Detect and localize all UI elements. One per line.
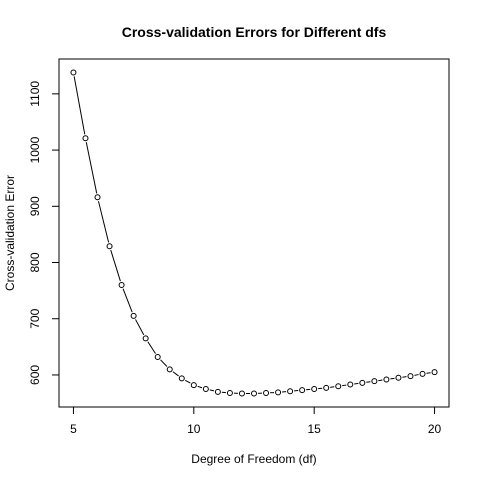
plot-frame [58,58,450,408]
data-point [335,383,342,390]
data-point [275,389,282,396]
x-tick-label: 20 [428,422,442,436]
data-point [251,390,257,397]
data-point [347,381,354,388]
data-point [263,389,270,396]
series-segment [122,288,133,313]
series-segment [378,379,383,382]
data-point [70,69,77,76]
series-segment [342,384,347,387]
data-point [190,382,197,389]
series-segment [73,76,86,135]
data-point [383,376,390,383]
y-axis-label: Cross-validation Error [3,175,17,291]
series-segment [185,379,191,384]
data-point [166,366,173,373]
series-segment [209,389,215,392]
data-point [371,378,378,385]
series-segment [366,381,371,383]
series-segment [97,201,110,243]
data-point [395,374,402,381]
data-point [287,388,294,395]
chart-title: Cross-validation Errors for Different df… [122,24,387,40]
series-segment [414,374,419,376]
data-point [323,384,330,391]
data-point [214,388,221,395]
series-0 [70,69,438,397]
data-point [299,387,306,394]
y-tick-label: 600 [28,365,42,385]
y-tick-label: 1000 [28,136,42,163]
series-segment [110,249,121,282]
data-point [238,390,245,397]
data-point [118,282,125,289]
data-point [94,194,101,201]
series-segment [197,385,203,389]
data-point [82,135,89,142]
series-layer [70,69,438,397]
data-point [130,312,137,319]
y-axis: 600 700 800 900 1000 1100 [28,81,59,385]
data-point [142,335,149,342]
y-tick-label: 700 [28,308,42,328]
data-point [311,386,318,393]
x-tick-label: 15 [308,422,322,436]
data-point [202,386,209,393]
series-segment [135,319,145,336]
y-tick-label: 800 [28,252,42,272]
series-segment [426,372,431,374]
data-point [106,243,113,250]
series-segment [330,386,335,388]
x-tick-label: 10 [187,422,201,436]
x-tick-label: 5 [70,422,77,436]
series-segment [354,382,359,385]
data-point [226,389,233,396]
data-point [359,379,366,386]
series-segment [85,142,98,194]
data-point [419,370,426,377]
data-point [154,353,161,360]
x-axis: 5 10 15 20 [70,407,442,436]
series-segment [147,341,156,354]
data-point [407,373,414,380]
data-point [431,369,438,376]
series-segment [172,371,179,377]
series-segment [390,377,395,380]
x-axis-label: Degree of Freedom (df) [191,452,316,466]
y-tick-label: 1100 [28,81,42,107]
y-tick-label: 900 [28,196,42,216]
series-segment [402,376,407,378]
data-point [178,375,185,382]
series-segment [160,359,168,367]
